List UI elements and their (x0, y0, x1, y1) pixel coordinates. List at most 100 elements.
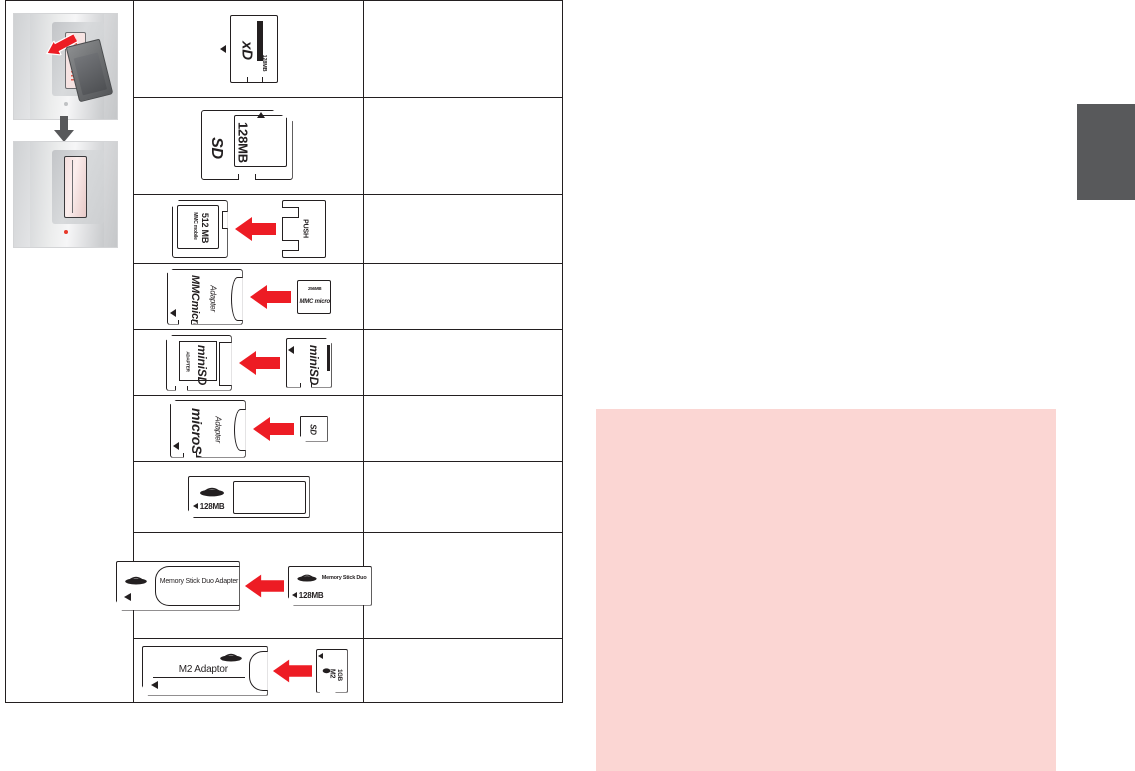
microsd-sublabel: Adapter (213, 415, 223, 443)
minisd-inner-window (178, 340, 217, 381)
table-row: MMC mobile 512 MB PUSH (6, 194, 564, 264)
adapter-notch (174, 385, 188, 391)
insert-direction-arrow-icon (45, 32, 79, 56)
m2-card-logo-label: M2 (328, 668, 336, 678)
adapter-notch (177, 319, 192, 325)
sd-logo-label: SD (207, 137, 225, 159)
memory-card-compatibility-table: xD 128MB SD 128MB (4, 0, 564, 703)
memory-stick-logo-icon (124, 576, 147, 584)
note-text (364, 293, 562, 301)
mmc-mobile-push-adapter-art: PUSH (281, 200, 326, 258)
memory-stick-art: 128MB (187, 476, 310, 518)
card-cell-memorystick: 128MB (133, 461, 364, 533)
note-text (364, 45, 562, 53)
table-row: 128MB (6, 461, 564, 533)
card-art-wrap: ADAPTER miniSD miniSD (134, 334, 363, 391)
sd-capacity-label: 128MB (235, 122, 251, 163)
card-cell-minisd: ADAPTER miniSD miniSD (133, 329, 364, 396)
push-top-notch (281, 207, 299, 218)
note-text (364, 225, 562, 233)
insert-arrow-icon (234, 217, 276, 241)
insert-direction-marker-icon (287, 345, 294, 354)
adapter-pair: MMC mobile 512 MB PUSH (171, 200, 326, 258)
minisd-adapter-art: ADAPTER miniSD (165, 334, 232, 391)
minisd-sublabel: ADAPTER (185, 350, 191, 372)
note-cell-mmcmobile (362, 194, 564, 264)
ms-duo-card-label: Memory Stick Duo (321, 574, 367, 581)
ms-duo-adapter-label: Memory Stick Duo Adapter (159, 577, 239, 585)
card-art-wrap: 128MB (134, 476, 363, 518)
minisd-contact-strip (326, 344, 330, 371)
insert-arrow-icon (238, 350, 280, 375)
adapter-pair: ADAPTER miniSD miniSD (165, 334, 332, 391)
ms-duo-card-art: Memory Stick Duo 128MB (287, 565, 372, 606)
m2-card-art: M2 1GB (315, 648, 348, 693)
adapter-slot-cutout (233, 408, 246, 451)
insert-direction-marker-icon (123, 592, 131, 601)
table-row: M2 Adaptor M2 (6, 638, 564, 703)
mmcmicro-card-art: 256MB MMC micro (296, 279, 331, 314)
slot-led-indicator-lit (64, 229, 68, 234)
ms-duo-capacity-label: 128MB (298, 590, 324, 600)
step-down-arrow-icon (54, 115, 74, 142)
note-cell-msduo (362, 532, 564, 639)
note-text (364, 493, 562, 501)
insert-arrow-icon (249, 284, 291, 309)
note-cell-m2 (362, 638, 564, 703)
slot-seated-step-image (13, 140, 118, 248)
note-cell-xd (362, 0, 564, 98)
table-row: microSD Adapter SD (6, 395, 564, 462)
adapter-notch (182, 452, 197, 458)
adapter-slot-cutout (218, 341, 232, 386)
insert-direction-marker-icon (219, 45, 226, 53)
slot-led-indicator (64, 101, 68, 106)
mmc-inner-panel (176, 205, 219, 249)
minisd-card-logo-label: miniSD (306, 344, 321, 385)
microsd-card-logo-label: SD (308, 423, 318, 435)
ms-inner-panel (232, 481, 306, 514)
xd-contact-strip (256, 21, 263, 61)
m2-slot-cutout (248, 650, 268, 691)
note-text (364, 142, 562, 150)
note-text (364, 425, 562, 433)
note-cell-memorystick (362, 461, 564, 533)
mmcmicro-adapter-art: MMCmicro Adapter (166, 268, 243, 325)
card-art-wrap: Memory Stick Duo Adapter (115, 560, 372, 611)
card-cell-mmcmobile: MMC mobile 512 MB PUSH (133, 194, 364, 264)
card-art-wrap: microSD Adapter SD (134, 399, 363, 458)
memory-stick-logo-icon (219, 653, 242, 661)
sd-notch (237, 174, 256, 180)
xd-picture-card-art: xD 128MB (219, 15, 278, 83)
table-row: MMCmicro Adapter 256MB MMC micro (6, 263, 564, 330)
device-illustration-cell (4, 0, 135, 703)
insert-direction-marker-icon (192, 503, 198, 509)
card-cell-microsd: microSD Adapter SD (133, 395, 364, 462)
mmcmicro-capacity-label: 256MB (307, 285, 322, 291)
note-cell-sd (362, 97, 564, 195)
mmc-mobile-adapter-art: MMC mobile 512 MB (171, 200, 228, 258)
slot-insert-step-image (13, 12, 118, 120)
device-illustration-group (6, 8, 134, 696)
highlighted-note-block (596, 409, 1056, 771)
printer-body (30, 141, 104, 247)
page-edge-tab (1077, 104, 1135, 200)
insert-direction-marker-icon (150, 680, 158, 689)
xd-capacity-label: 128MB (260, 54, 267, 72)
insert-direction-marker-icon (291, 591, 297, 598)
ms-capacity-label: 128MB (199, 502, 225, 511)
card-cell-m2: M2 Adaptor M2 (133, 638, 364, 703)
xd-logo-label: xD (238, 41, 256, 60)
table-row: SD 128MB (6, 97, 564, 195)
table-row: ADAPTER miniSD miniSD (6, 329, 564, 396)
insert-direction-marker-icon (172, 441, 179, 450)
minisd-card-art: miniSD (285, 337, 332, 388)
table-row: xD 128MB (4, 0, 564, 703)
slot-recess (52, 149, 104, 224)
card-art-wrap: xD 128MB (134, 15, 363, 83)
insert-direction-marker-icon (317, 652, 323, 659)
insert-arrow-icon (244, 574, 284, 597)
table-row: Memory Stick Duo Adapter (6, 532, 564, 639)
adapter-pair: M2 Adaptor M2 (141, 645, 348, 696)
xd-notch (246, 77, 263, 83)
push-label: PUSH (301, 219, 309, 238)
